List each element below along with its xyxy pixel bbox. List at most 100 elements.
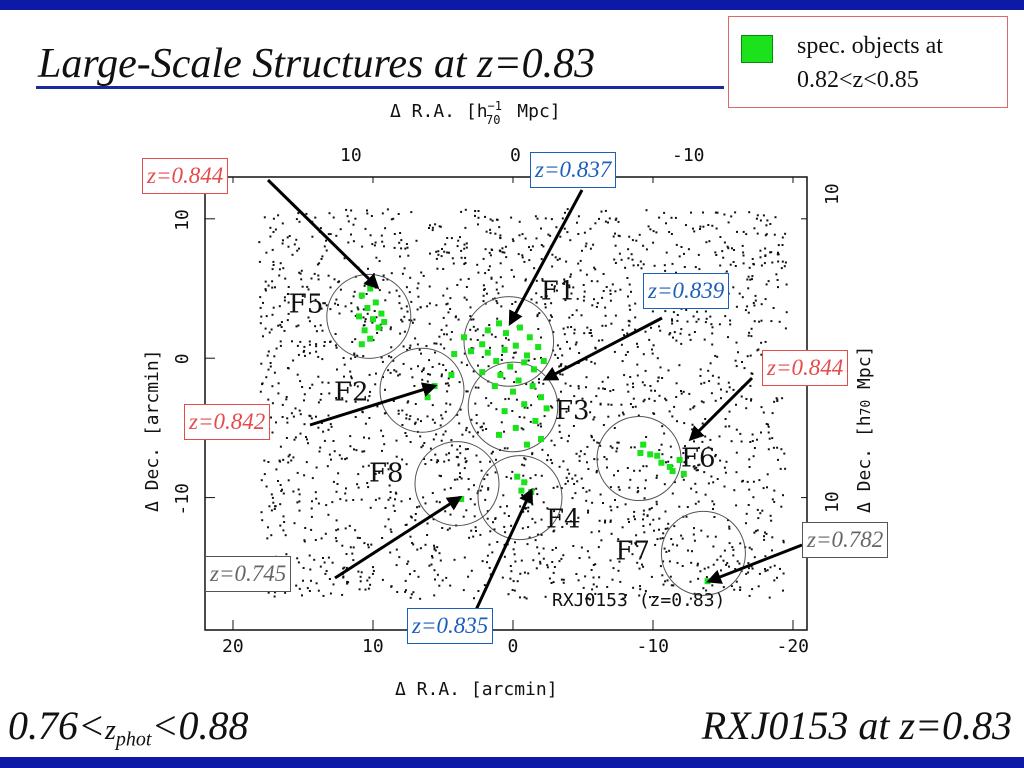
- galaxy-dot: [543, 415, 546, 418]
- galaxy-dot: [604, 324, 607, 327]
- galaxy-dot: [523, 260, 526, 263]
- galaxy-dot: [419, 597, 422, 600]
- galaxy-dot: [378, 260, 381, 263]
- galaxy-dot: [590, 400, 593, 403]
- galaxy-dot: [661, 425, 664, 428]
- galaxy-dot: [307, 316, 310, 319]
- galaxy-dot: [631, 553, 634, 556]
- galaxy-dot: [643, 531, 646, 534]
- galaxy-dot: [465, 390, 468, 393]
- galaxy-dot: [475, 422, 478, 425]
- galaxy-dot: [431, 404, 434, 407]
- galaxy-dot: [351, 341, 354, 343]
- galaxy-dot: [274, 286, 276, 289]
- galaxy-dot: [703, 471, 706, 474]
- galaxy-dot: [351, 552, 354, 555]
- galaxy-dot: [329, 341, 332, 343]
- galaxy-dot: [428, 564, 431, 567]
- galaxy-dot: [368, 373, 371, 376]
- galaxy-dot: [538, 381, 540, 384]
- galaxy-dot: [610, 532, 613, 535]
- galaxy-dot: [268, 331, 271, 334]
- spec-object: [358, 341, 365, 348]
- galaxy-dot: [354, 400, 357, 403]
- galaxy-dot: [269, 226, 272, 229]
- galaxy-dot: [510, 269, 513, 271]
- galaxy-dot: [732, 286, 735, 289]
- galaxy-dot: [735, 451, 738, 454]
- galaxy-dot: [338, 312, 341, 315]
- galaxy-dot: [410, 367, 413, 370]
- galaxy-dot: [414, 337, 417, 340]
- galaxy-dot: [735, 403, 737, 406]
- galaxy-dot: [735, 341, 738, 344]
- galaxy-dot: [304, 527, 307, 529]
- galaxy-dot: [513, 381, 516, 384]
- galaxy-dot: [272, 217, 275, 220]
- galaxy-dot: [560, 437, 563, 439]
- galaxy-dot: [465, 286, 468, 288]
- galaxy-dot: [714, 455, 717, 458]
- galaxy-dot: [261, 383, 263, 386]
- x-tick-label: -10: [637, 636, 670, 657]
- galaxy-dot: [716, 355, 719, 358]
- galaxy-dot: [540, 356, 542, 359]
- galaxy-dot: [299, 413, 302, 416]
- galaxy-dot: [590, 569, 593, 571]
- galaxy-dot: [648, 397, 651, 400]
- galaxy-dot: [394, 491, 397, 494]
- galaxy-dot: [371, 243, 374, 246]
- galaxy-dot: [277, 214, 280, 217]
- galaxy-dot: [630, 253, 633, 256]
- galaxy-dot: [753, 556, 756, 559]
- galaxy-dot: [277, 392, 280, 395]
- spec-object: [496, 431, 502, 438]
- galaxy-dot: [358, 588, 361, 591]
- galaxy-dot: [781, 236, 784, 239]
- galaxy-dot: [736, 230, 738, 233]
- galaxy-dot: [711, 332, 714, 335]
- galaxy-dot: [500, 421, 503, 424]
- galaxy-dot: [417, 575, 420, 578]
- galaxy-dot: [747, 562, 750, 565]
- galaxy-dot: [777, 458, 779, 461]
- galaxy-dot: [710, 392, 713, 395]
- spec-object: [514, 473, 521, 480]
- galaxy-dot: [521, 463, 524, 466]
- galaxy-dot: [409, 344, 412, 347]
- galaxy-dot: [723, 213, 726, 216]
- galaxy-dot: [587, 468, 590, 470]
- galaxy-dot: [292, 456, 295, 459]
- galaxy-dot: [714, 399, 717, 402]
- galaxy-dot: [335, 346, 338, 349]
- galaxy-dot: [734, 568, 737, 570]
- galaxy-dot: [335, 529, 338, 532]
- galaxy-dot: [616, 506, 619, 509]
- galaxy-dot: [323, 245, 326, 248]
- galaxy-dot: [704, 321, 707, 324]
- galaxy-dot: [519, 572, 522, 575]
- galaxy-dot: [724, 471, 727, 474]
- galaxy-dot: [296, 471, 299, 474]
- galaxy-dot: [665, 399, 668, 402]
- y-tick-label: 10: [172, 209, 193, 231]
- galaxy-dot: [636, 545, 639, 548]
- galaxy-dot: [271, 280, 274, 283]
- redshift-arrow-2: [508, 189, 584, 326]
- galaxy-dot: [643, 497, 646, 500]
- galaxy-dot: [676, 420, 678, 423]
- galaxy-dot: [661, 537, 664, 540]
- galaxy-dot: [505, 337, 507, 340]
- galaxy-dot: [485, 292, 488, 295]
- galaxy-dot: [629, 403, 632, 405]
- galaxy-dot: [697, 464, 700, 467]
- galaxy-dot: [663, 547, 666, 550]
- galaxy-dot: [585, 386, 587, 389]
- galaxy-dot: [569, 273, 572, 276]
- galaxy-dot: [291, 253, 294, 256]
- galaxy-dot: [764, 247, 767, 250]
- galaxy-dot: [328, 453, 331, 456]
- galaxy-dot: [720, 569, 722, 572]
- y-tick-label-right: 10: [822, 183, 843, 205]
- galaxy-dot: [746, 278, 749, 281]
